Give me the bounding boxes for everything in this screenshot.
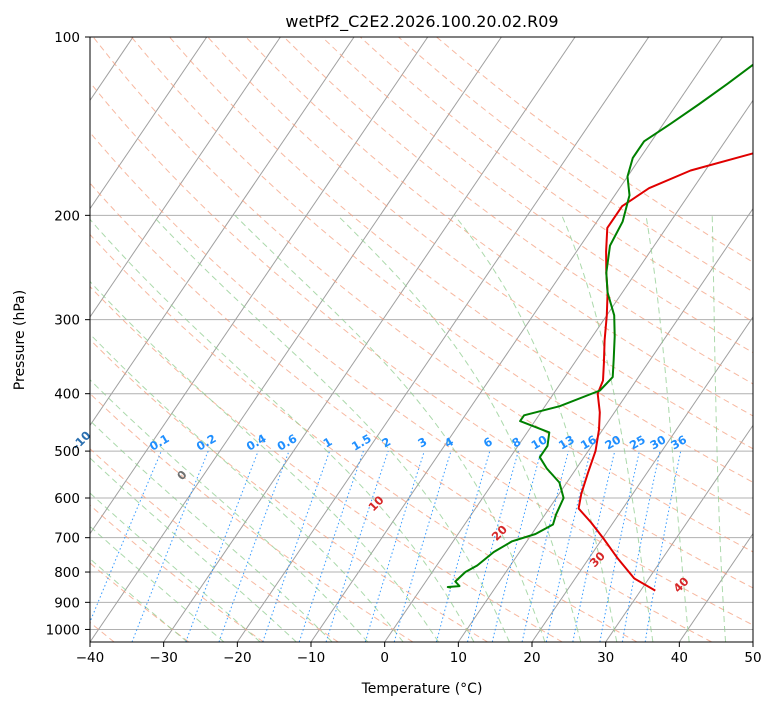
mixing-ratio-line bbox=[572, 450, 616, 642]
moist-adiabat-line bbox=[90, 457, 297, 642]
isotherm-line bbox=[90, 37, 502, 642]
mixing-ratio-line bbox=[185, 450, 259, 642]
dry-adiabat-line bbox=[131, 37, 753, 518]
y-tick-label: 900 bbox=[54, 595, 80, 611]
temperature-profile-line bbox=[577, 152, 753, 592]
moist-adiabat-line bbox=[90, 280, 439, 642]
mixing-ratio-label: 36 bbox=[668, 432, 689, 452]
y-axis-label: Pressure (hPa) bbox=[12, 290, 28, 390]
x-axis-label: Temperature (°C) bbox=[361, 681, 483, 697]
mixing-ratio-line bbox=[467, 450, 519, 642]
mixing-ratio-line bbox=[90, 450, 162, 624]
y-tick-label: 300 bbox=[54, 313, 80, 329]
mixing-ratio-line bbox=[262, 450, 331, 642]
mixing-ratio-line bbox=[218, 450, 290, 642]
moist-adiabat-line bbox=[337, 214, 582, 642]
moist-adiabat-line bbox=[90, 333, 404, 642]
tick-layer: −40 −30 −20 −10 0 10 20 30 40 50 100 200 300 400 500 60… bbox=[46, 30, 762, 666]
mixing-ratio-label: 20 bbox=[602, 432, 623, 452]
x-tick-label: 30 bbox=[597, 650, 614, 666]
mixing-ratio-label: 30 bbox=[647, 432, 668, 452]
isotherm-line bbox=[678, 532, 753, 642]
x-tick-label: −20 bbox=[223, 650, 252, 666]
mixing-ratio-line bbox=[491, 450, 542, 642]
mixing-ratio-line bbox=[131, 450, 209, 642]
mixing-ratio-line bbox=[325, 450, 389, 642]
chart-title: wetPf2_C2E2.2026.100.20.02.R09 bbox=[285, 12, 558, 32]
moist-adiabat-line bbox=[90, 379, 369, 642]
mixing-ratio-label: 13 bbox=[556, 432, 577, 452]
isotherm-line bbox=[90, 37, 208, 210]
moist-adiabat-line bbox=[152, 214, 510, 642]
moist-adiabat-line bbox=[454, 214, 618, 642]
x-tick-label: 10 bbox=[450, 650, 467, 666]
mixing-ratio-line bbox=[298, 450, 364, 642]
moist-adiabat-line bbox=[711, 215, 727, 642]
isotherm-line bbox=[90, 37, 429, 535]
mixing-ratio-line bbox=[521, 450, 569, 642]
dry-adiabat-line bbox=[90, 285, 563, 642]
x-tick-label: 0 bbox=[380, 650, 389, 666]
y-tick-label: 200 bbox=[54, 208, 80, 224]
x-tick-label: −10 bbox=[297, 650, 326, 666]
profile-layer bbox=[446, 63, 753, 592]
dry-adiabat-line bbox=[169, 37, 753, 483]
x-tick-label: 20 bbox=[523, 650, 540, 666]
moist-adiabat-line bbox=[234, 214, 546, 642]
mixing-ratio-label: 25 bbox=[627, 432, 648, 452]
dry-adiabat-line bbox=[90, 182, 712, 642]
mixing-ratio-line bbox=[435, 450, 491, 642]
mixing-ratio-line bbox=[545, 450, 591, 642]
moist-adiabat-line bbox=[90, 492, 261, 642]
dry-adiabat-line bbox=[90, 81, 753, 589]
y-tick-label: 500 bbox=[54, 444, 80, 460]
x-tick-label: −30 bbox=[149, 650, 178, 666]
y-tick-label: 100 bbox=[54, 30, 80, 46]
dry-adiabat-line bbox=[283, 37, 753, 385]
grid-layer bbox=[90, 37, 753, 642]
isotherm-line bbox=[531, 316, 753, 642]
isotherm-line bbox=[236, 37, 650, 642]
dry-adiabat-line bbox=[90, 504, 264, 642]
isotherm-line bbox=[90, 37, 355, 427]
y-tick-label: 600 bbox=[54, 491, 80, 507]
moist-adiabat-line bbox=[90, 419, 333, 642]
isotherm-line bbox=[90, 37, 281, 318]
plot-frame bbox=[89, 36, 754, 643]
mixing-ratio-label: 16 bbox=[578, 432, 599, 452]
y-tick-label: 400 bbox=[54, 387, 80, 403]
mixing-ratio-label: 10 bbox=[529, 432, 550, 452]
moist-adiabat-line bbox=[561, 215, 654, 642]
y-tick-label: 700 bbox=[54, 531, 80, 547]
dry-adiabat-line bbox=[92, 37, 753, 553]
dry-adiabat-line bbox=[90, 131, 753, 626]
isotherm-line bbox=[457, 207, 753, 642]
isotherm-line bbox=[163, 37, 576, 642]
moist-adiabat-line bbox=[645, 215, 690, 642]
mixing-ratio-line bbox=[364, 450, 425, 642]
isotherm-line bbox=[605, 424, 753, 642]
dry-adiabat-line bbox=[90, 233, 638, 642]
mixing-ratio-line bbox=[393, 450, 452, 642]
x-tick-label: 40 bbox=[671, 650, 688, 666]
isotherm-line bbox=[384, 99, 753, 642]
x-tick-label: 50 bbox=[744, 650, 761, 666]
dewpoint-profile-line bbox=[446, 63, 753, 589]
dry-adiabat-line bbox=[359, 37, 753, 323]
moist-adiabat-line bbox=[90, 218, 475, 642]
dry-adiabat-line bbox=[321, 37, 753, 354]
x-tick-label: −40 bbox=[76, 650, 105, 666]
y-tick-label: 800 bbox=[54, 565, 80, 581]
y-tick-label: 1000 bbox=[46, 622, 80, 638]
